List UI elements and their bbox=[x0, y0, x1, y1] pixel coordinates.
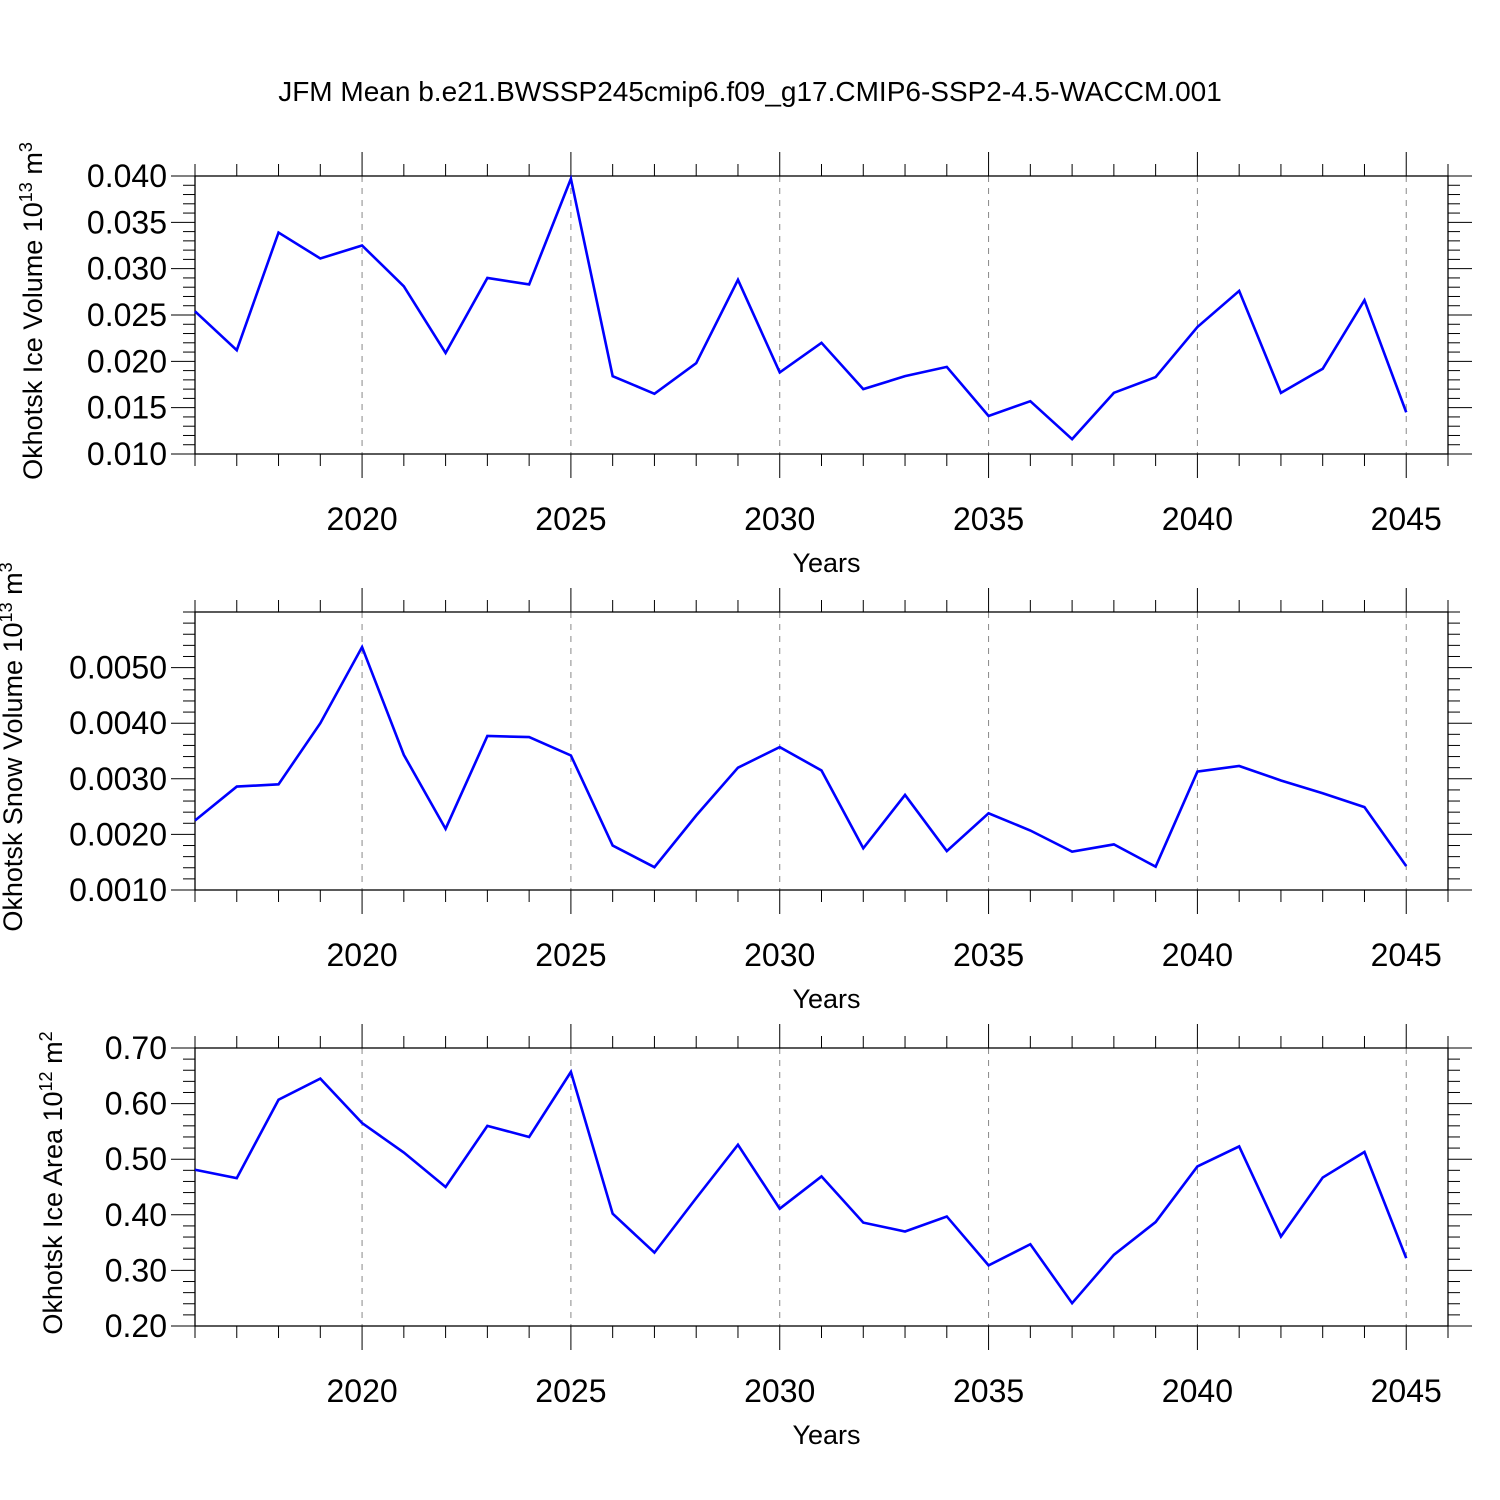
chart-title: JFM Mean b.e21.BWSSP245cmip6.f09_g17.CMI… bbox=[278, 76, 1222, 107]
y-axis-label-superscript: 13 bbox=[0, 602, 16, 622]
x-tick-label: 2045 bbox=[1371, 501, 1442, 537]
x-axis-label: Years bbox=[792, 984, 860, 1014]
y-axis-label-text: m bbox=[18, 152, 48, 182]
panel-3: 2020 2025 2030 2035 2040 2045 0.20 0.30 0.40 0.50… bbox=[36, 1024, 1472, 1450]
y-axis-label-text: Okhotsk Ice Volume 10 bbox=[18, 202, 48, 480]
x-tick-label: 2045 bbox=[1371, 1373, 1442, 1409]
x-tick-label: 2035 bbox=[953, 937, 1024, 973]
y-axis-label-text: m bbox=[0, 572, 28, 602]
x-tick-label: 2040 bbox=[1162, 501, 1233, 537]
x-tick-label: 2020 bbox=[326, 1373, 397, 1409]
plot-frame bbox=[194, 611, 1449, 891]
y-tick-label: 0.0010 bbox=[69, 872, 167, 908]
panels: 2020 2025 2030 2035 2040 2045 0.010 0.015 0.020 0… bbox=[0, 142, 1472, 1450]
y-tick-label: 0.020 bbox=[87, 343, 167, 379]
x-tick-label: 2030 bbox=[744, 937, 815, 973]
y-tick-label: 0.0030 bbox=[69, 761, 167, 797]
x-tick-label: 2040 bbox=[1162, 1373, 1233, 1409]
y-tick-label: 0.70 bbox=[105, 1030, 167, 1066]
y-axis-label: Okhotsk Ice Area 1012 m2 bbox=[36, 1031, 68, 1334]
x-tick-label: 2020 bbox=[326, 501, 397, 537]
y-axis-label-text: m bbox=[38, 1041, 68, 1071]
x-tick-label: 2030 bbox=[744, 1373, 815, 1409]
x-axis-label: Years bbox=[792, 1420, 860, 1450]
y-axis-label-superscript: 3 bbox=[16, 142, 36, 152]
y-tick-label: 0.025 bbox=[87, 297, 167, 333]
x-axis-label: Years bbox=[792, 548, 860, 578]
panel-1: 2020 2025 2030 2035 2040 2045 0.010 0.015 0.020 0… bbox=[16, 142, 1472, 578]
x-tick-label: 2035 bbox=[953, 501, 1024, 537]
x-tick-label: 2025 bbox=[535, 1373, 606, 1409]
y-tick-label: 0.035 bbox=[87, 204, 167, 240]
series-line bbox=[194, 174, 1408, 442]
y-tick-label: 0.50 bbox=[105, 1141, 167, 1177]
y-axis-label-superscript: 3 bbox=[0, 562, 16, 572]
y-axis-label-text: Okhotsk Ice Area 10 bbox=[38, 1091, 68, 1334]
x-tick-label: 2035 bbox=[953, 1373, 1024, 1409]
y-tick-label: 0.015 bbox=[87, 390, 167, 426]
y-tick-label: 0.20 bbox=[105, 1308, 167, 1344]
x-tick-label: 2025 bbox=[535, 501, 606, 537]
x-tick-label: 2030 bbox=[744, 501, 815, 537]
series-line bbox=[194, 643, 1408, 869]
y-axis-label-text: Okhotsk Snow Volume 10 bbox=[0, 622, 28, 931]
y-tick-label: 0.0040 bbox=[69, 705, 167, 741]
series-line bbox=[194, 1068, 1408, 1306]
y-tick-label: 0.40 bbox=[105, 1197, 167, 1233]
y-tick-label: 0.040 bbox=[87, 158, 167, 194]
y-tick-label: 0.030 bbox=[87, 251, 167, 287]
y-tick-label: 0.0020 bbox=[69, 816, 167, 852]
y-axis-label-superscript: 12 bbox=[36, 1071, 56, 1091]
y-axis-label-superscript: 2 bbox=[36, 1031, 56, 1041]
x-tick-label: 2045 bbox=[1371, 937, 1442, 973]
y-tick-label: 0.60 bbox=[105, 1086, 167, 1122]
y-tick-label: 0.30 bbox=[105, 1252, 167, 1288]
y-tick-label: 0.010 bbox=[87, 436, 167, 472]
y-axis-label: Okhotsk Snow Volume 1013 m3 bbox=[0, 562, 28, 931]
y-tick-label: 0.0050 bbox=[69, 650, 167, 686]
y-axis-label: Okhotsk Ice Volume 1013 m3 bbox=[16, 142, 48, 480]
panel-2: 2020 2025 2030 2035 2040 2045 0.0010 0.0020 0.00… bbox=[0, 562, 1472, 1014]
x-tick-label: 2025 bbox=[535, 937, 606, 973]
plot-frame bbox=[194, 1047, 1449, 1327]
x-tick-label: 2040 bbox=[1162, 937, 1233, 973]
plot-frame bbox=[194, 175, 1449, 455]
y-axis-label-superscript: 13 bbox=[16, 182, 36, 202]
x-tick-label: 2020 bbox=[326, 937, 397, 973]
